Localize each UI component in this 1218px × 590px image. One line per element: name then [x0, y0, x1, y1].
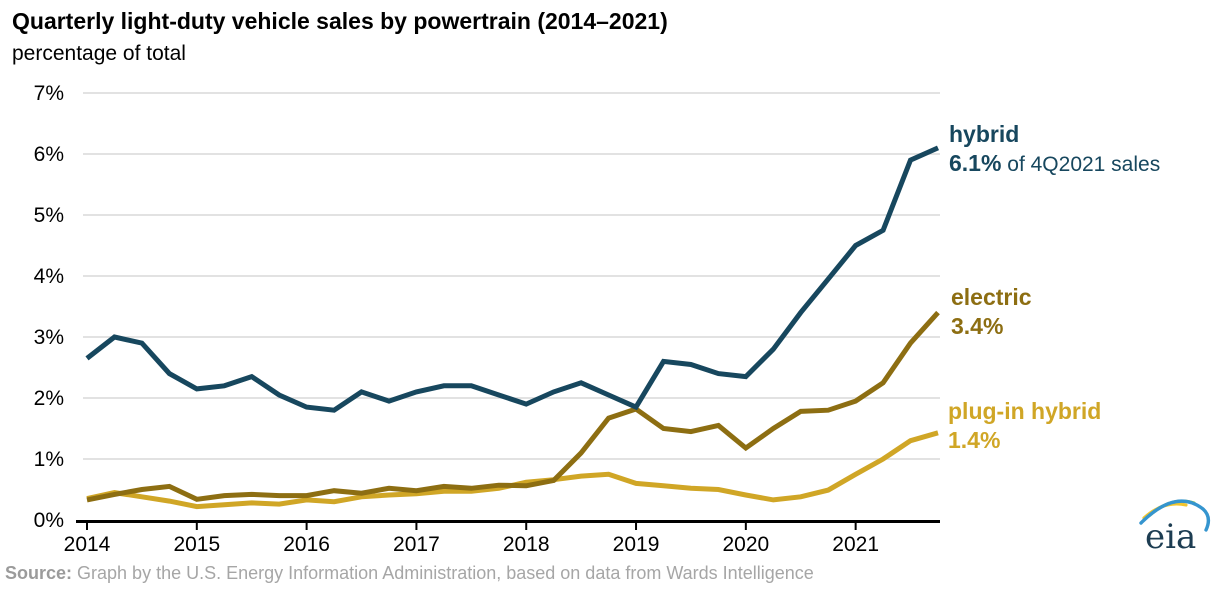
eia-logo: eia: [1139, 499, 1211, 557]
source-label: Source:: [5, 563, 73, 583]
y-axis-tick-label: 1%: [34, 448, 64, 471]
line-series-electric: [86, 310, 940, 503]
series-label-plugin-hybrid: plug-in hybrid 1.4%: [948, 397, 1101, 456]
eia-logo-swoosh-blue: [1139, 499, 1211, 532]
x-axis-tick-label: 2016: [283, 533, 330, 556]
series-name-hybrid: hybrid: [949, 121, 1020, 147]
chart-title: Quarterly light-duty vehicle sales by po…: [12, 8, 668, 34]
series-name-electric: electric: [951, 284, 1032, 310]
chart-subtitle: percentage of total: [12, 42, 186, 65]
series-value-hybrid: 6.1% of 4Q2021 sales: [949, 150, 1161, 176]
series-label-hybrid: hybrid 6.1% of 4Q2021 sales: [949, 120, 1160, 179]
x-axis-tick-label: 2017: [393, 533, 440, 556]
y-axis-tick-label: 2%: [34, 387, 64, 410]
x-axis-tick-label: 2021: [832, 533, 879, 556]
eia-logo-text: eia: [1145, 517, 1196, 557]
y-axis-tick-label: 5%: [34, 204, 64, 227]
series-value-electric: 3.4%: [951, 313, 1004, 339]
y-axis-tick-label: 0%: [34, 509, 64, 532]
series-value-plugin-hybrid: 1.4%: [948, 427, 1001, 453]
y-axis-tick-label: 6%: [34, 143, 64, 166]
x-axis-tick-label: 2014: [64, 533, 111, 556]
series-label-electric: electric 3.4%: [951, 283, 1032, 342]
x-axis-tick-label: 2015: [173, 533, 220, 556]
source-line: Source: Graph by the U.S. Energy Informa…: [5, 563, 814, 584]
source-text: Graph by the U.S. Energy Information Adm…: [72, 563, 814, 583]
line-series-hybrid: [85, 145, 940, 413]
x-axis-tick-label: 2019: [613, 533, 660, 556]
y-axis-tick-label: 4%: [34, 265, 64, 288]
series-name-plugin-hybrid: plug-in hybrid: [948, 398, 1102, 424]
y-axis-tick-label: 7%: [34, 82, 64, 105]
x-axis-tick-label: 2020: [722, 533, 769, 556]
y-axis-tick-label: 3%: [34, 326, 64, 349]
x-axis-tick-label: 2018: [503, 533, 550, 556]
